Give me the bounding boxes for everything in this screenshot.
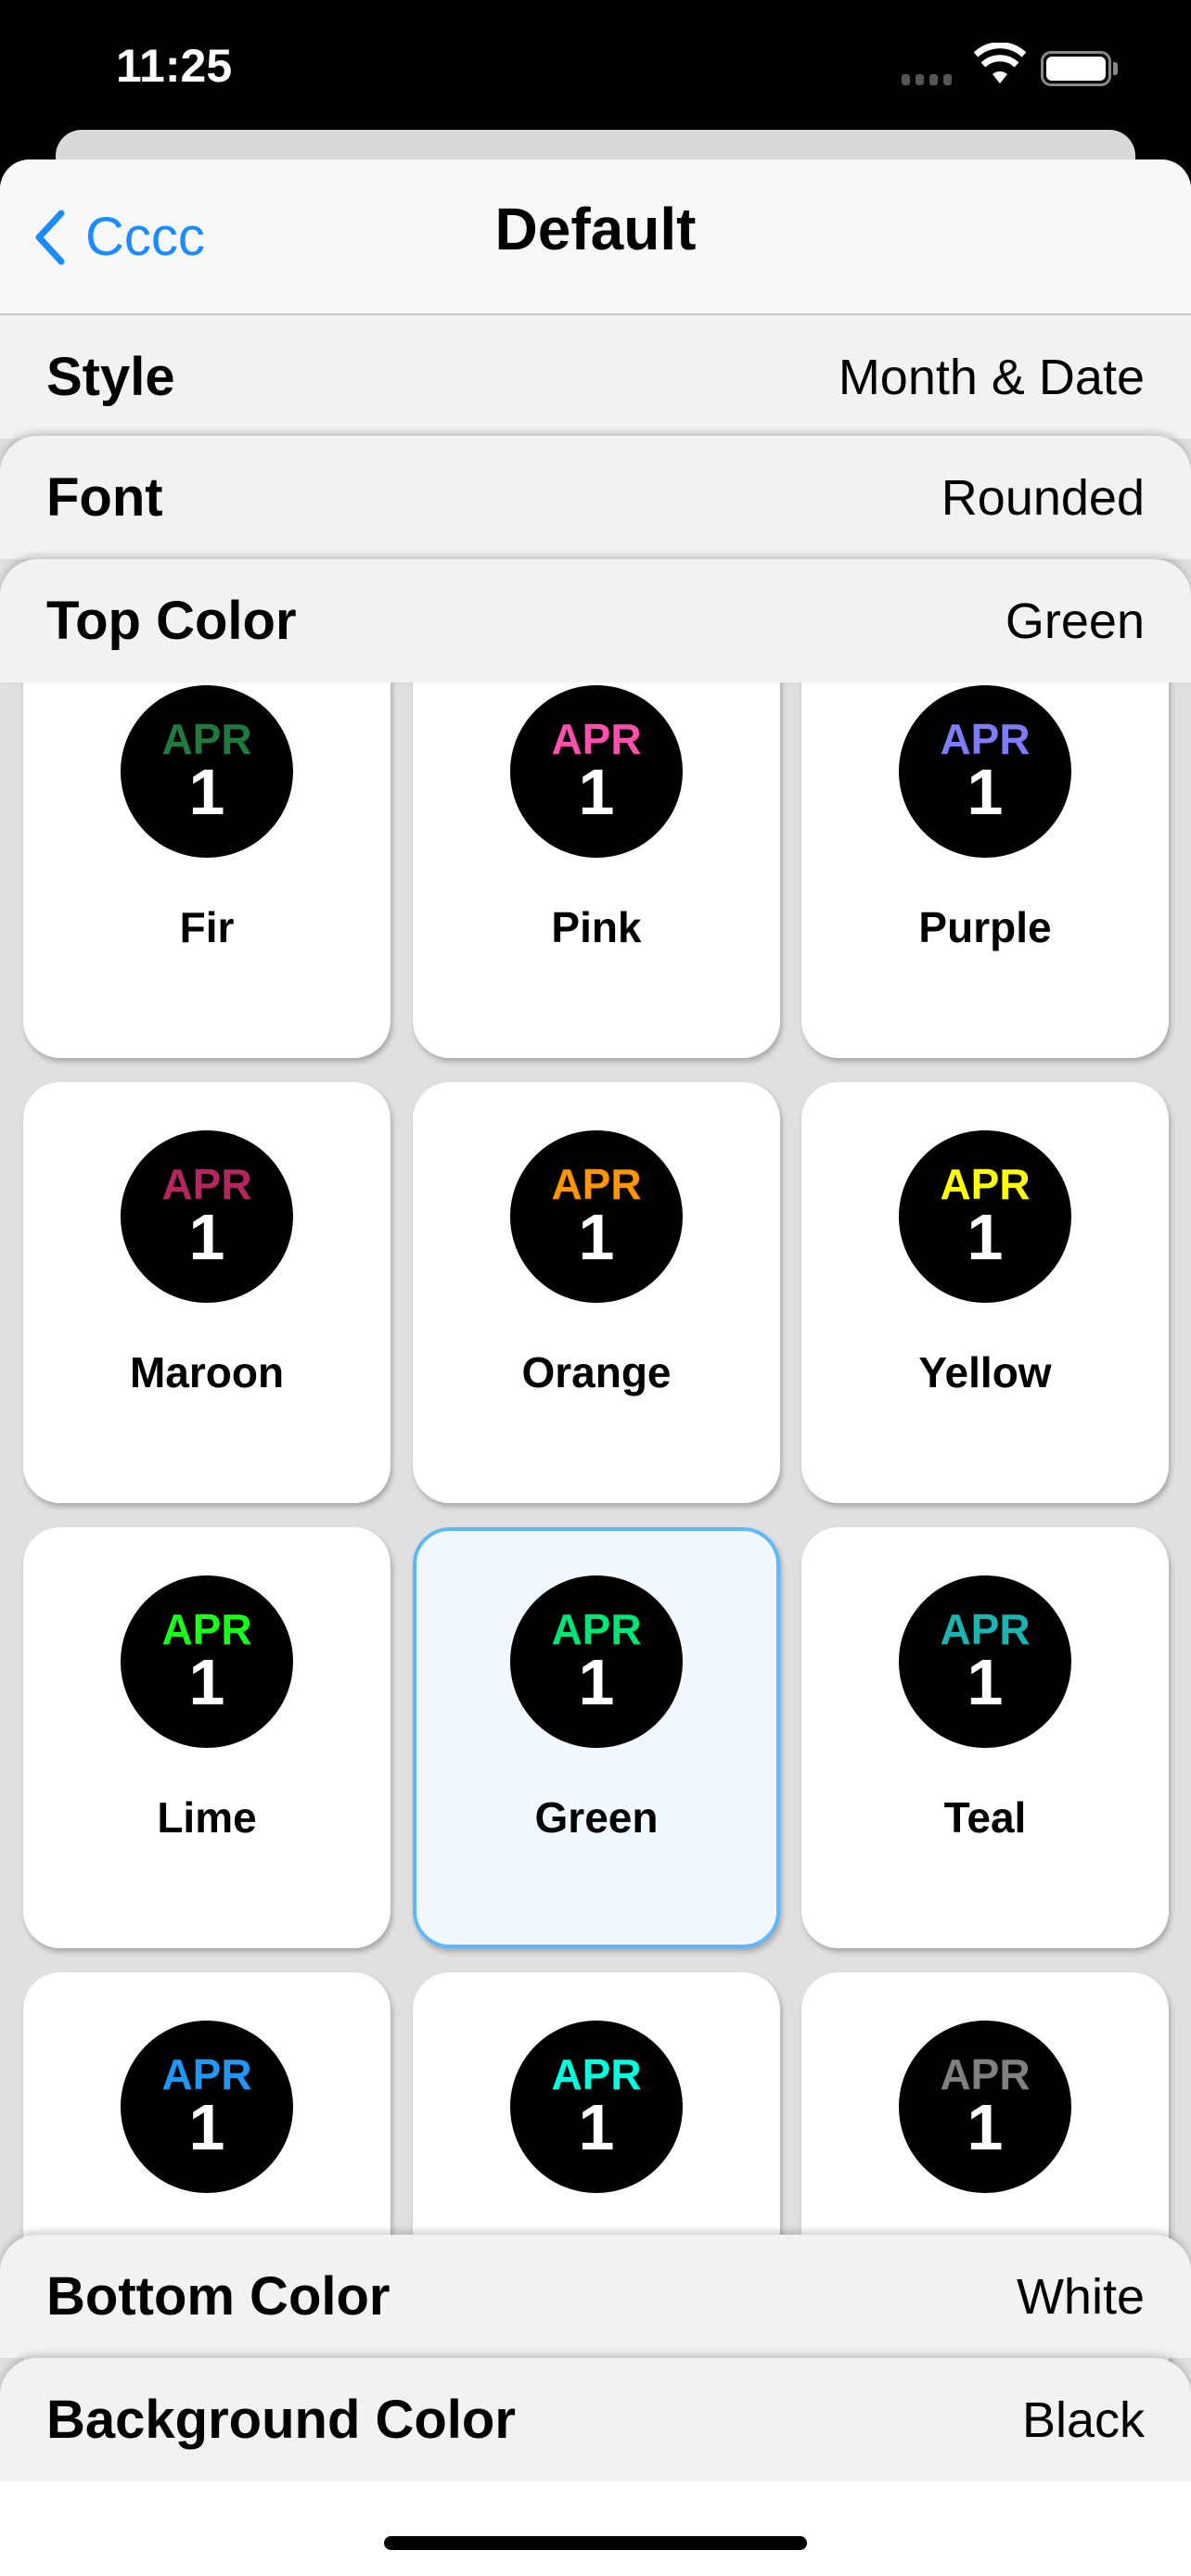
preview-month: APR bbox=[161, 1605, 252, 1653]
setting-label: Bottom Color bbox=[46, 2266, 391, 2327]
color-name: Green bbox=[534, 1793, 659, 1842]
navigation-bar: Cccc Default bbox=[0, 159, 1191, 315]
color-name: Yellow bbox=[918, 1348, 1052, 1396]
preview-day: 1 bbox=[967, 2091, 1004, 2163]
setting-value: Black bbox=[1021, 2391, 1145, 2448]
color-option-purple[interactable]: APR 1 Purple bbox=[801, 637, 1169, 1058]
color-option-pink[interactable]: APR 1 Pink bbox=[413, 637, 780, 1058]
setting-row-font[interactable]: Font Rounded bbox=[0, 436, 1191, 559]
preview-day: 1 bbox=[967, 1646, 1004, 1718]
color-name: Fir bbox=[179, 903, 235, 951]
color-option-yellow[interactable]: APR 1 Yellow bbox=[801, 1082, 1169, 1503]
cellular-signal-icon bbox=[902, 74, 952, 85]
color-name: Lime bbox=[157, 1793, 257, 1842]
setting-row-background-color[interactable]: Background Color Black bbox=[0, 2358, 1191, 2481]
preview-day: 1 bbox=[188, 1201, 225, 1273]
preview-day: 1 bbox=[578, 756, 615, 828]
preview-month: APR bbox=[940, 1160, 1031, 1208]
setting-label: Font bbox=[46, 467, 163, 528]
preview-month: APR bbox=[551, 1605, 642, 1653]
preview-day: 1 bbox=[188, 756, 225, 828]
page-title: Default bbox=[494, 196, 697, 262]
setting-value: Green bbox=[1005, 593, 1145, 649]
color-option-green[interactable]: APR 1 Green bbox=[413, 1527, 780, 1948]
date-preview-icon: APR 1 bbox=[510, 1575, 683, 1748]
date-preview-icon: APR 1 bbox=[121, 1575, 293, 1748]
setting-label: Style bbox=[46, 347, 175, 407]
date-preview-icon: APR 1 bbox=[121, 1130, 293, 1303]
preview-day: 1 bbox=[967, 756, 1004, 828]
preview-month: APR bbox=[161, 715, 252, 763]
preview-day: 1 bbox=[578, 1646, 615, 1718]
color-name: Pink bbox=[551, 903, 642, 951]
date-preview-icon: APR 1 bbox=[510, 1130, 683, 1303]
setting-label: Top Color bbox=[46, 591, 297, 651]
preview-month: APR bbox=[940, 1605, 1031, 1653]
back-button[interactable]: Cccc bbox=[33, 206, 205, 268]
wifi-icon bbox=[974, 43, 1026, 83]
color-name: Orange bbox=[521, 1348, 672, 1396]
color-option-orange[interactable]: APR 1 Orange bbox=[413, 1082, 780, 1503]
color-name: Maroon bbox=[129, 1348, 285, 1396]
preview-month: APR bbox=[940, 2050, 1031, 2098]
date-preview-icon: APR 1 bbox=[121, 2021, 293, 2193]
setting-row-top-color[interactable]: Top Color Green bbox=[0, 559, 1191, 682]
setting-label: Background Color bbox=[46, 2390, 516, 2450]
date-preview-icon: APR 1 bbox=[899, 685, 1071, 858]
preview-month: APR bbox=[161, 1160, 252, 1208]
preview-month: APR bbox=[551, 715, 642, 763]
setting-row-bottom-color[interactable]: Bottom Color White bbox=[0, 2235, 1191, 2358]
preview-month: APR bbox=[161, 2050, 252, 2098]
color-option-fir[interactable]: APR 1 Fir bbox=[23, 637, 391, 1058]
back-label: Cccc bbox=[85, 207, 205, 267]
color-name: Purple bbox=[918, 903, 1052, 951]
setting-value: Rounded bbox=[941, 469, 1145, 526]
color-name: Teal bbox=[943, 1793, 1027, 1842]
preview-day: 1 bbox=[967, 1201, 1004, 1273]
battery-icon bbox=[1041, 51, 1111, 86]
preview-day: 1 bbox=[188, 2091, 225, 2163]
date-preview-icon: APR 1 bbox=[121, 685, 293, 858]
preview-day: 1 bbox=[188, 1646, 225, 1718]
preview-month: APR bbox=[551, 2050, 642, 2098]
preview-month: APR bbox=[551, 1160, 642, 1208]
color-option-maroon[interactable]: APR 1 Maroon bbox=[23, 1082, 391, 1503]
date-preview-icon: APR 1 bbox=[510, 2021, 683, 2193]
setting-row-style[interactable]: Style Month & Date bbox=[0, 315, 1191, 439]
preview-month: APR bbox=[940, 715, 1031, 763]
date-preview-icon: APR 1 bbox=[899, 1575, 1071, 1748]
preview-day: 1 bbox=[578, 1201, 615, 1273]
color-option-teal[interactable]: APR 1 Teal bbox=[801, 1527, 1169, 1948]
preview-day: 1 bbox=[578, 2091, 615, 2163]
home-indicator[interactable] bbox=[384, 2536, 807, 2550]
status-time: 11:25 bbox=[116, 40, 233, 92]
color-option-lime[interactable]: APR 1 Lime bbox=[23, 1527, 391, 1948]
settings-sheet: Cccc Default Style Month & Date Font Rou… bbox=[0, 159, 1191, 2576]
date-preview-icon: APR 1 bbox=[899, 1130, 1071, 1303]
date-preview-icon: APR 1 bbox=[899, 2021, 1071, 2193]
date-preview-icon: APR 1 bbox=[510, 685, 683, 858]
setting-value: White bbox=[1016, 2268, 1145, 2325]
bottom-safe-area bbox=[0, 2481, 1191, 2576]
chevron-left-icon bbox=[35, 210, 65, 264]
setting-value: Month & Date bbox=[838, 349, 1145, 405]
